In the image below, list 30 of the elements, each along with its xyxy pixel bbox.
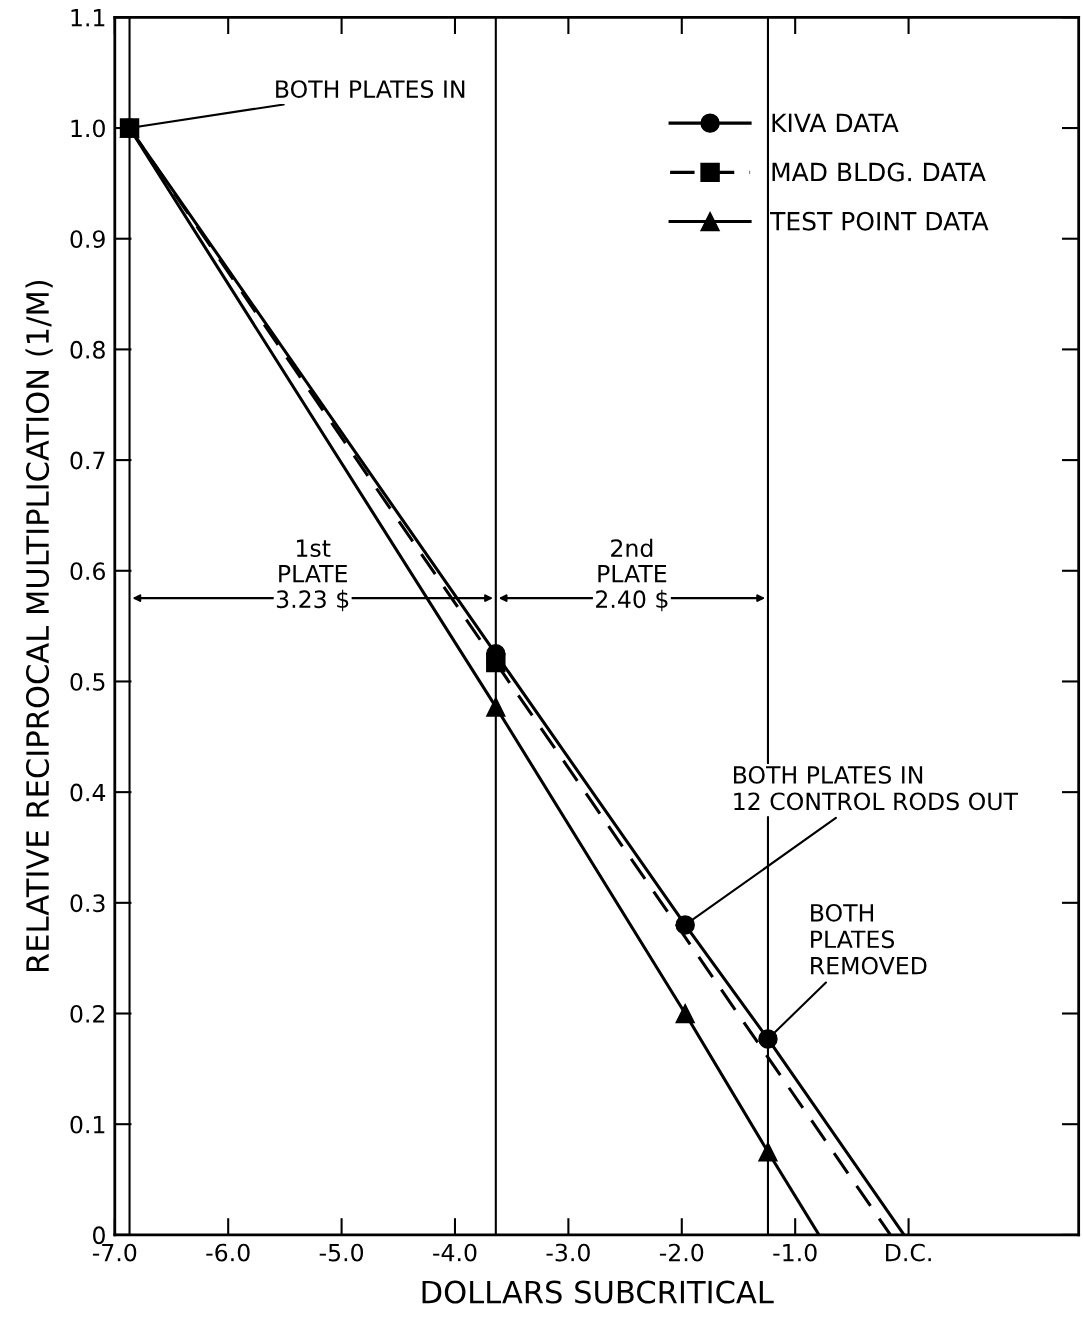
y-tick-label: 0.9 <box>70 230 105 249</box>
x-axis-title: DOLLARS SUBCRITICAL <box>422 1280 774 1304</box>
y-tick-label: 0.2 <box>70 1004 105 1023</box>
y-tick-label: 0.5 <box>70 672 105 691</box>
annotation: BOTH PLATES IN 12 CONTROL RODS OUT <box>733 765 1019 811</box>
x-tick-label: -7.0 <box>92 1243 137 1262</box>
y-tick-label: 0.6 <box>70 562 105 581</box>
annotation: 1st PLATE 3.23 $ <box>276 539 349 612</box>
legend-label: KIVA DATA <box>772 113 899 132</box>
x-tick-label: -1.0 <box>773 1243 817 1262</box>
y-axis-title: RELATIVE RECIPROCAL MULTIPLICATION (1/M) <box>25 280 53 971</box>
legend-label: MAD BLDG. DATA <box>772 162 986 182</box>
annotation: 2nd PLATE 2.40 $ <box>596 538 668 612</box>
y-tick-label: 0.7 <box>70 451 105 470</box>
x-tick-label: -4.0 <box>433 1243 477 1262</box>
annotation: BOTH PLATES REMOVED <box>811 903 927 975</box>
x-tick-label: D.C. <box>886 1243 931 1262</box>
y-tick-label: 1.0 <box>71 119 105 138</box>
y-tick-label: 0.1 <box>70 1115 105 1134</box>
x-tick-label: -5.0 <box>319 1243 364 1262</box>
y-tick-label: 0.4 <box>70 783 106 802</box>
legend-label: TEST POINT DATA <box>770 211 989 231</box>
y-tick-label: 0 <box>93 1226 105 1245</box>
x-tick-label: -2.0 <box>659 1243 704 1262</box>
annotation: BOTH PLATES IN <box>276 80 465 99</box>
y-tick-label: 0.3 <box>70 894 105 913</box>
y-tick-label: 0.8 <box>70 340 105 359</box>
x-tick-label: -6.0 <box>206 1243 250 1262</box>
x-tick-label: -3.0 <box>546 1243 590 1262</box>
y-tick-label: 1.1 <box>71 9 105 27</box>
